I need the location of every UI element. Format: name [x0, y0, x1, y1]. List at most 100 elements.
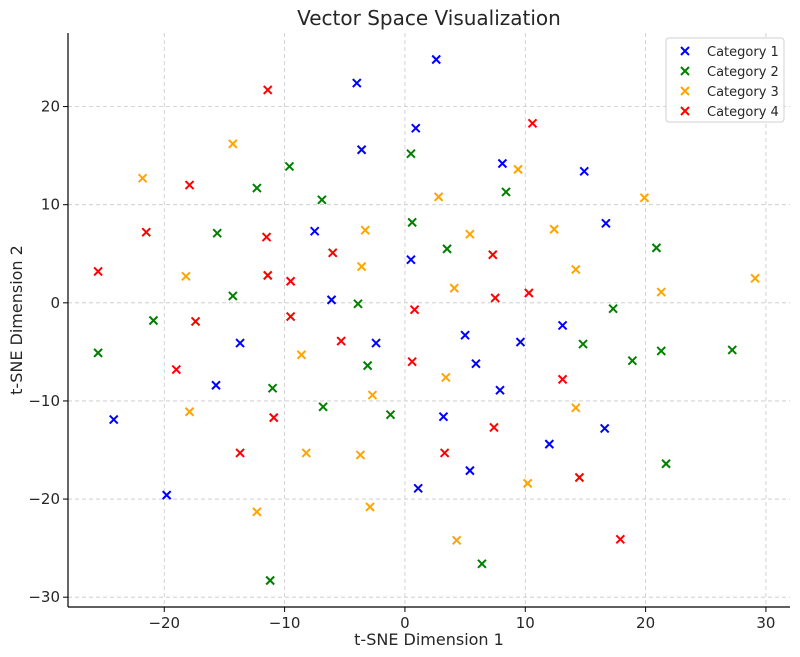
data-point-category-2 — [627, 356, 638, 366]
data-point-category-3 — [228, 139, 238, 149]
legend-marker — [680, 66, 690, 76]
x-tick-label: 10 — [516, 614, 535, 632]
data-point-category-4 — [184, 180, 195, 190]
data-point-category-3 — [549, 224, 559, 234]
data-point-category-4 — [285, 311, 296, 322]
data-point-category-2 — [362, 360, 373, 371]
data-point-category-2 — [406, 148, 416, 159]
data-point-category-2 — [228, 291, 238, 301]
data-point-category-2 — [407, 217, 417, 228]
data-point-category-3 — [181, 271, 191, 282]
data-point-category-3 — [571, 403, 581, 413]
x-tick-label: −10 — [269, 614, 301, 632]
legend-marker — [680, 106, 690, 116]
data-point-category-1 — [557, 320, 568, 331]
data-point-category-4 — [328, 248, 338, 258]
data-point-category-3 — [137, 173, 148, 183]
data-point-category-4 — [439, 448, 450, 458]
y-tick-label: −30 — [28, 588, 60, 606]
x-tick-label: −20 — [148, 614, 180, 632]
grid-lines — [68, 33, 790, 607]
data-point-category-3 — [296, 350, 307, 360]
data-point-category-1 — [352, 78, 362, 88]
x-tick-label: 0 — [400, 614, 410, 632]
data-point-category-4 — [235, 448, 245, 458]
data-point-category-2 — [477, 559, 487, 569]
legend-label: Category 3 — [707, 85, 779, 100]
data-point-category-3 — [184, 407, 195, 417]
data-point-category-1 — [413, 483, 423, 493]
axes — [67, 33, 790, 608]
y-tick-label: 0 — [50, 294, 60, 312]
data-point-category-2 — [265, 575, 275, 586]
data-point-category-2 — [148, 315, 159, 326]
data-point-category-4 — [557, 374, 568, 385]
data-point-category-2 — [93, 348, 103, 358]
y-tick-label: −10 — [28, 392, 60, 410]
data-point-category-2 — [353, 299, 363, 309]
data-point-category-2 — [318, 402, 328, 412]
data-point-category-3 — [365, 502, 375, 512]
data-point-category-1 — [438, 411, 449, 422]
data-point-category-1 — [161, 490, 172, 500]
y-axis-label: t-SNE Dimension 2 — [7, 245, 26, 395]
data-point-category-4 — [261, 232, 272, 242]
data-point-category-3 — [441, 372, 451, 383]
data-point-category-3 — [571, 264, 581, 275]
data-point-category-2 — [727, 345, 737, 355]
data-point-category-1 — [465, 465, 475, 476]
x-axis-label: t-SNE Dimension 1 — [354, 630, 504, 649]
y-tick-label: −20 — [28, 490, 60, 508]
data-point-category-4 — [269, 412, 279, 423]
data-point-category-3 — [750, 273, 760, 284]
data-point-category-3 — [639, 193, 650, 203]
data-point-category-2 — [212, 228, 222, 238]
data-point-category-1 — [579, 166, 589, 177]
data-point-category-2 — [501, 187, 511, 197]
y-tick-label: 20 — [41, 98, 60, 116]
legend-label: Category 4 — [707, 105, 779, 120]
data-point-category-3 — [656, 287, 666, 297]
data-point-category-1 — [471, 358, 481, 369]
data-point-category-3 — [252, 507, 262, 517]
x-tick-label: 20 — [636, 614, 655, 632]
data-point-category-3 — [367, 390, 378, 400]
legend: Category 1 Category 2 Category 3 Category 4 — [665, 37, 785, 123]
data-point-category-4 — [336, 336, 346, 346]
data-point-category-3 — [451, 535, 462, 545]
data-point-category-1 — [371, 338, 381, 348]
data-point-category-1 — [431, 54, 441, 65]
data-point-category-3 — [465, 229, 475, 239]
data-point-category-2 — [385, 409, 396, 420]
data-points — [93, 54, 760, 586]
legend-marker — [680, 86, 690, 96]
data-point-category-4 — [524, 288, 534, 298]
data-point-category-1 — [497, 158, 508, 169]
data-point-category-2 — [442, 244, 452, 254]
data-point-category-1 — [356, 145, 367, 155]
data-point-category-4 — [93, 266, 103, 277]
data-point-category-3 — [449, 283, 459, 293]
data-point-category-1 — [309, 226, 320, 236]
tick-marks: −20 −10 0 10 20 30 −30 −20 −10 0 10 20 — [28, 98, 775, 632]
data-point-category-1 — [544, 439, 555, 449]
data-point-category-3 — [301, 448, 311, 458]
data-point-category-3 — [522, 478, 533, 489]
legend-label: Category 1 — [707, 45, 779, 60]
data-point-category-1 — [411, 123, 421, 133]
data-point-category-1 — [601, 218, 611, 229]
data-point-category-4 — [615, 534, 626, 545]
data-point-category-1 — [515, 337, 526, 347]
data-point-category-1 — [235, 338, 245, 348]
data-point-category-4 — [574, 472, 585, 483]
chart-title: Vector Space Visualization — [297, 6, 561, 30]
legend-label: Category 2 — [707, 65, 779, 80]
data-point-category-1 — [326, 295, 337, 305]
data-point-category-4 — [263, 270, 273, 281]
data-point-category-4 — [171, 364, 182, 375]
data-point-category-4 — [263, 85, 273, 95]
data-point-category-3 — [355, 450, 366, 460]
data-point-category-2 — [651, 243, 662, 253]
data-point-category-2 — [284, 161, 295, 172]
data-point-category-3 — [356, 261, 367, 272]
